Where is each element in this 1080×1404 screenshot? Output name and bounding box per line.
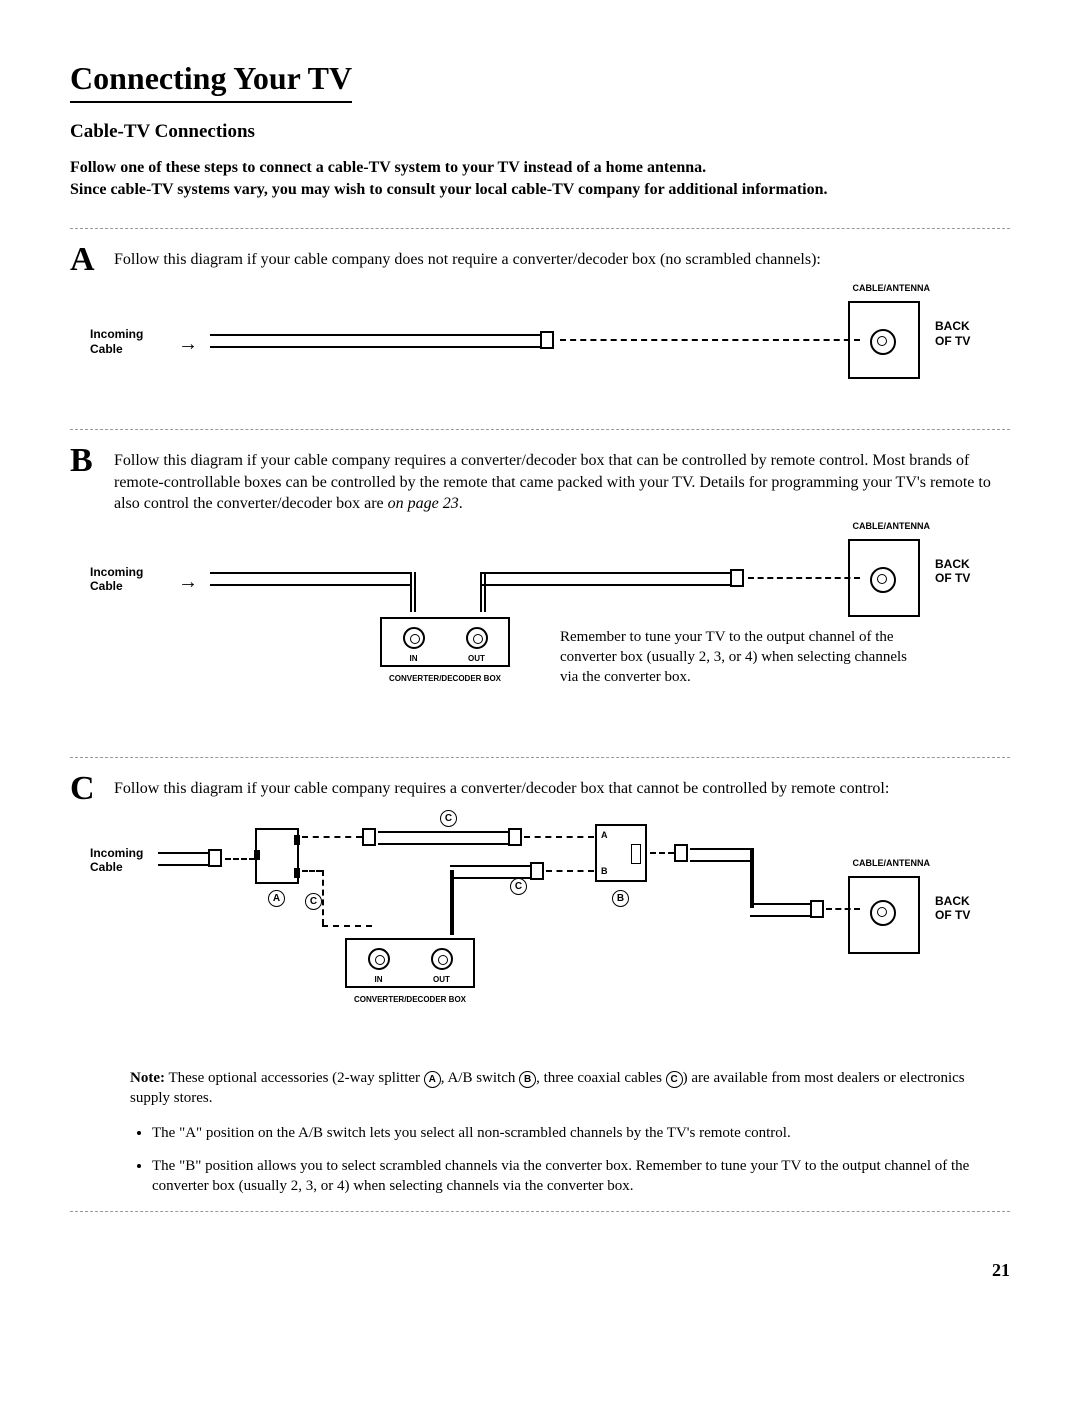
intro-text: Follow one of these steps to connect a c… [70,157,1010,200]
diagram-b: Incoming Cable → IN OUT CONVERTER/DECODE… [90,527,990,717]
b-text-1: Follow this diagram if your cable compan… [114,452,991,512]
bullet-list: The "A" position on the A/B switch lets … [130,1123,980,1196]
diagram-a: Incoming Cable → CABLE/ANTENNA BACK OF T… [90,289,990,409]
incoming-cable-label-b: Incoming Cable [90,565,143,594]
section-letter-c: C [70,772,100,806]
converter-label-b: CONVERTER/DECODER BOX [382,674,508,683]
label-of-tv: OF TV [935,334,970,348]
label-back: BACK [935,319,970,333]
page-title: Connecting Your TV [70,60,352,103]
section-letter-b: B [70,444,100,478]
ab-switch-box: A B [595,824,647,882]
coax-port-icon-c [870,900,896,926]
label-incoming: Incoming [90,327,143,341]
note-letter-c: C [666,1071,683,1088]
cable-c-label-1: C [440,810,457,827]
label-in: IN [403,654,425,663]
back-of-tv-label: BACK OF TV [935,319,990,348]
coax-port-icon [870,329,896,355]
intro-line-1: Follow one of these steps to connect a c… [70,159,706,176]
diagram-c: Incoming Cable A C C IN [90,818,990,1038]
page-number: 21 [70,1260,1010,1281]
b-text-2: . [459,495,463,512]
section-b-text: Follow this diagram if your cable compan… [114,444,1010,515]
section-c: C Follow this diagram if your cable comp… [70,758,1010,1220]
label-out: OUT [466,654,488,663]
intro-line-2: Since cable-TV systems vary, you may wis… [70,181,828,198]
ab-switch-letter-b: B [612,890,629,907]
note-letter-a: A [424,1071,441,1088]
converter-box-c: IN OUT CONVERTER/DECODER BOX [345,938,475,988]
section-c-text: Follow this diagram if your cable compan… [114,772,889,800]
splitter-box [255,828,299,884]
converter-in-port [403,627,425,649]
cable-antenna-label-b: CABLE/ANTENNA [853,521,931,531]
incoming-cable-label: Incoming Cable [90,327,143,356]
section-letter-a: A [70,243,100,277]
back-of-tv-label-c: BACK OF TV [935,894,990,923]
section-b-side-note: Remember to tune your TV to the output c… [560,627,910,688]
subtitle: Cable-TV Connections [70,121,1010,143]
cable-antenna-label: CABLE/ANTENNA [853,283,931,293]
b-text-ital: on page 23 [388,495,459,512]
section-b: B Follow this diagram if your cable comp… [70,430,1010,758]
label-cable: Cable [90,342,123,356]
note-p2: , A/B switch [441,1070,519,1086]
incoming-cable-label-c: Incoming Cable [90,846,143,875]
converter-in-port-c [368,948,390,970]
arrow-icon: → [178,333,198,356]
converter-out-port-c [431,948,453,970]
bullet-2: The "B" position allows you to select sc… [152,1156,980,1197]
splitter-letter-a: A [268,890,285,907]
arrow-icon-b: → [178,571,198,594]
section-a: A Follow this diagram if your cable comp… [70,228,1010,430]
note-p1: These optional accessories (2-way splitt… [165,1070,424,1086]
coax-port-icon-b [870,567,896,593]
converter-out-port [466,627,488,649]
note-letter-b: B [519,1071,536,1088]
section-a-text: Follow this diagram if your cable compan… [114,243,821,271]
back-of-tv-label-b: BACK OF TV [935,557,990,586]
converter-box-b: IN OUT CONVERTER/DECODER BOX [380,617,510,667]
cable-c-label-3: C [510,878,527,895]
note-prefix: Note: [130,1070,165,1086]
cable-antenna-label-c: CABLE/ANTENNA [853,858,931,868]
note-p3: , three coaxial cables [536,1070,666,1086]
converter-label-c: CONVERTER/DECODER BOX [347,995,473,1004]
note-block: Note: These optional accessories (2-way … [130,1068,980,1196]
bullet-1: The "A" position on the A/B switch lets … [152,1123,980,1143]
cable-c-label-2: C [305,893,322,910]
